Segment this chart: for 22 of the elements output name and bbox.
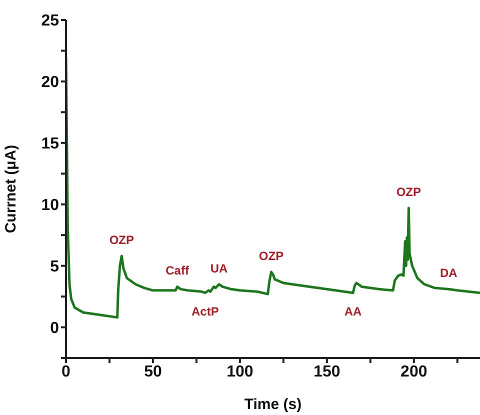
- annotation: ActP: [191, 304, 219, 318]
- annotation: OZP: [396, 185, 422, 200]
- x-tick-label: 0: [62, 363, 71, 380]
- x-axis-title: Time (s): [244, 396, 302, 413]
- y-tick-label: 10: [41, 197, 60, 214]
- annotation: OZP: [109, 232, 134, 247]
- annotation: Caff: [166, 264, 190, 278]
- x-tick-label: 100: [226, 363, 254, 380]
- y-tick-label: 0: [50, 320, 60, 337]
- y-tick-label: 5: [50, 258, 60, 276]
- x-tick-label: 150: [314, 363, 340, 380]
- annotation: UA: [210, 261, 228, 276]
- x-tick-label: 50: [144, 363, 162, 380]
- y-tick-label: 25: [41, 12, 60, 30]
- annotation: AA: [344, 304, 362, 318]
- y-tick-label: 20: [41, 74, 60, 92]
- y-axis-title: Currnet (μA): [2, 144, 20, 234]
- annotation: OZP: [258, 248, 284, 263]
- annotation: DA: [440, 266, 458, 280]
- y-tick-label: 15: [41, 136, 60, 153]
- line-series: [66, 56, 480, 319]
- x-tick-label: 200: [400, 363, 428, 380]
